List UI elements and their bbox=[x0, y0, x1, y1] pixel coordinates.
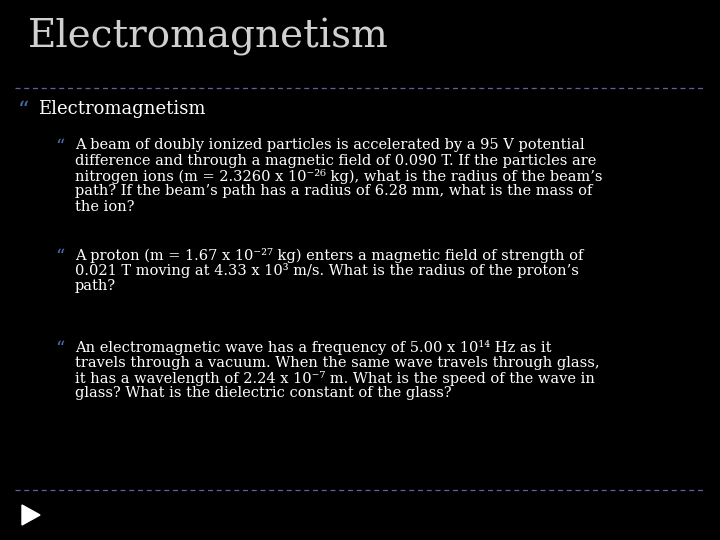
Text: Electromagnetism: Electromagnetism bbox=[38, 100, 205, 118]
Text: Electromagnetism: Electromagnetism bbox=[28, 18, 389, 56]
Text: glass? What is the dielectric constant of the glass?: glass? What is the dielectric constant o… bbox=[75, 387, 451, 401]
Text: “: “ bbox=[55, 340, 64, 358]
Text: 0.021 T moving at 4.33 x 10³ m/s. What is the radius of the proton’s: 0.021 T moving at 4.33 x 10³ m/s. What i… bbox=[75, 264, 579, 279]
Text: A beam of doubly ionized particles is accelerated by a 95 V potential: A beam of doubly ionized particles is ac… bbox=[75, 138, 585, 152]
Text: difference and through a magnetic field of 0.090 T. If the particles are: difference and through a magnetic field … bbox=[75, 153, 596, 167]
Text: “: “ bbox=[18, 100, 30, 122]
Text: path?: path? bbox=[75, 279, 116, 293]
Text: A proton (m = 1.67 x 10⁻²⁷ kg) enters a magnetic field of strength of: A proton (m = 1.67 x 10⁻²⁷ kg) enters a … bbox=[75, 248, 583, 263]
Text: “: “ bbox=[55, 138, 64, 156]
Polygon shape bbox=[22, 505, 40, 525]
Text: “: “ bbox=[55, 248, 64, 266]
Text: path? If the beam’s path has a radius of 6.28 mm, what is the mass of: path? If the beam’s path has a radius of… bbox=[75, 185, 593, 199]
Text: it has a wavelength of 2.24 x 10⁻⁷ m. What is the speed of the wave in: it has a wavelength of 2.24 x 10⁻⁷ m. Wh… bbox=[75, 371, 595, 386]
Text: An electromagnetic wave has a frequency of 5.00 x 10¹⁴ Hz as it: An electromagnetic wave has a frequency … bbox=[75, 340, 552, 355]
Text: the ion?: the ion? bbox=[75, 200, 135, 214]
Text: travels through a vacuum. When the same wave travels through glass,: travels through a vacuum. When the same … bbox=[75, 355, 600, 369]
Text: nitrogen ions (m = 2.3260 x 10⁻²⁶ kg), what is the radius of the beam’s: nitrogen ions (m = 2.3260 x 10⁻²⁶ kg), w… bbox=[75, 169, 603, 184]
